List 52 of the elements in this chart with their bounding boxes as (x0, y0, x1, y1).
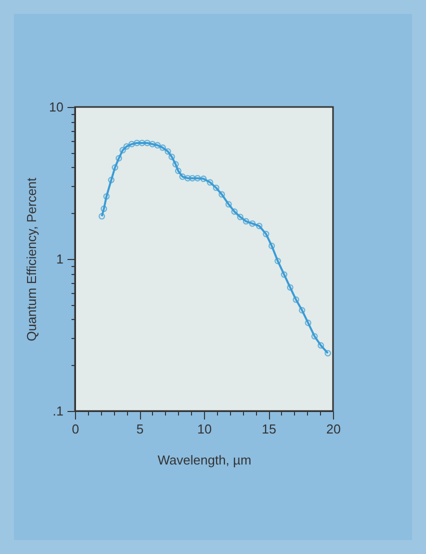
y-tick-label: .1 (52, 404, 64, 418)
x-axis-title: Wavelength, µm (158, 452, 252, 468)
point (134, 140, 140, 146)
point (268, 242, 275, 250)
point (249, 220, 256, 227)
point (108, 176, 114, 184)
point (159, 144, 166, 151)
point (128, 140, 136, 148)
point (179, 173, 186, 180)
y-tick-label: 10 (49, 100, 64, 114)
point (206, 179, 214, 186)
point (138, 140, 146, 146)
point (304, 320, 312, 326)
point (119, 146, 126, 154)
point (212, 184, 220, 192)
point (112, 164, 118, 171)
point (231, 208, 238, 215)
y-tick-label: 1 (56, 252, 64, 266)
point (164, 148, 172, 155)
point (298, 307, 306, 314)
point (256, 222, 262, 230)
point (116, 155, 122, 162)
x-tick-label: 15 (262, 422, 276, 436)
x-tick-label: 20 (326, 422, 341, 436)
point (172, 161, 179, 168)
point (200, 176, 207, 182)
point (225, 201, 232, 208)
point (292, 296, 300, 303)
y-axis-title: Quantum Efficiency, Percent (24, 177, 40, 342)
point (144, 140, 150, 146)
point (100, 206, 108, 212)
point (184, 174, 191, 182)
point (242, 218, 250, 225)
point (194, 174, 201, 182)
point (149, 140, 156, 148)
x-tick-label: 10 (197, 422, 212, 436)
point (189, 174, 196, 182)
point (168, 154, 175, 160)
point (103, 193, 110, 200)
x-tick-label: 0 (72, 422, 80, 436)
point (123, 143, 130, 150)
point (311, 333, 318, 340)
x-tick-label: 5 (136, 422, 144, 436)
point (286, 284, 294, 291)
point (274, 258, 282, 264)
point (262, 230, 270, 238)
point (174, 168, 182, 174)
point (237, 214, 244, 220)
point (154, 142, 161, 149)
point (218, 191, 226, 198)
point (318, 342, 324, 349)
point (280, 271, 288, 278)
